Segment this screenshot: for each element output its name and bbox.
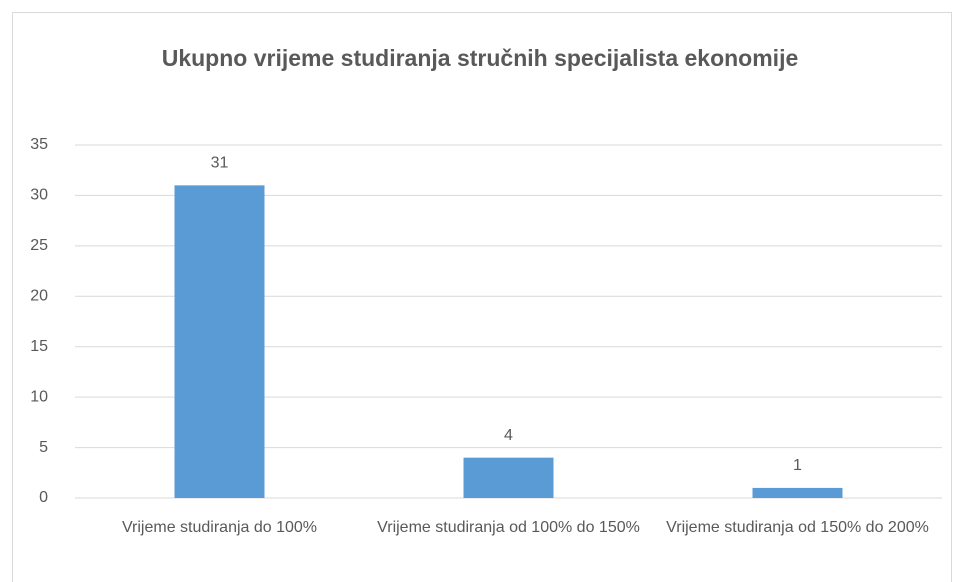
data-label: 4 — [504, 427, 513, 444]
bar — [174, 185, 265, 499]
y-tick-label: 0 — [39, 489, 48, 506]
y-tick-label: 5 — [39, 439, 48, 456]
y-tick-label: 25 — [30, 237, 48, 254]
y-tick-label: 30 — [30, 187, 48, 204]
data-label: 31 — [211, 155, 229, 172]
data-label: 1 — [793, 457, 802, 474]
chart-frame — [12, 12, 952, 582]
chart-title: Ukupno vrijeme studiranja stručnih speci… — [161, 45, 799, 71]
y-tick-label: 15 — [30, 338, 48, 355]
x-tick-label: Vrijeme studiranja od 100% do 150% — [377, 519, 640, 536]
bar — [752, 487, 843, 498]
bar — [463, 457, 554, 498]
y-tick-label: 20 — [30, 288, 48, 305]
y-tick-label: 10 — [30, 388, 48, 405]
x-tick-label: Vrijeme studiranja do 100% — [121, 519, 318, 536]
y-tick-label: 35 — [30, 136, 48, 153]
x-tick-label: Vrijeme studiranja od 150% do 200% — [666, 519, 929, 536]
